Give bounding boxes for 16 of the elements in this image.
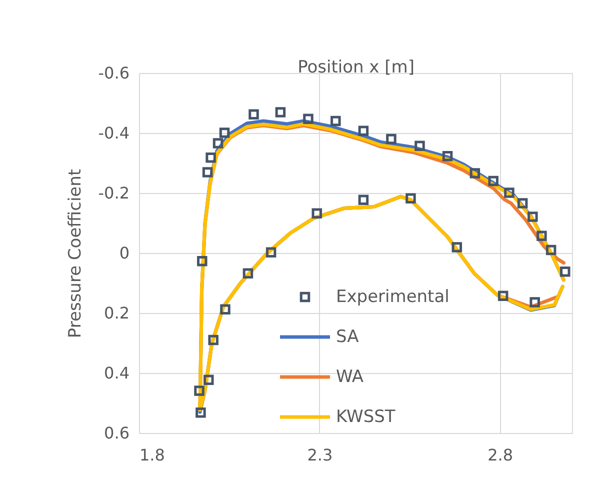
x-axis-title: Position x [m] (298, 58, 414, 78)
y-tick-label: 0.6 (104, 424, 130, 442)
y-axis-title: Pressure Coefficient (65, 168, 86, 338)
x-tick-label: 2.3 (307, 446, 333, 464)
legend-label: Experimental (336, 287, 450, 307)
y-tick-label: 0.4 (104, 364, 130, 382)
y-tick-label: -0.6 (98, 64, 130, 82)
legend-label: SA (336, 327, 360, 347)
y-tick-label: -0.4 (98, 124, 130, 142)
legend-label: WA (336, 367, 364, 387)
x-tick-label: 1.8 (140, 446, 165, 464)
y-tick-label: -0.2 (98, 184, 130, 202)
y-tick-label: 0.2 (104, 304, 130, 322)
x-tick-label: 2.8 (488, 446, 514, 464)
legend-label: KWSST (336, 407, 396, 427)
y-tick-label: 0 (119, 244, 130, 262)
